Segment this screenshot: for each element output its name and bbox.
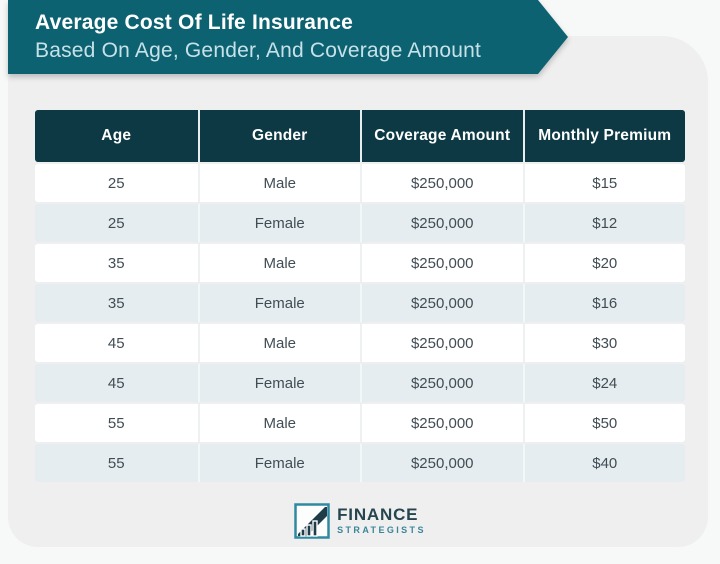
column-header: Gender [197, 110, 361, 162]
brand-name: FINANCE STRATEGISTS [337, 506, 426, 536]
table-cell: $20 [522, 244, 686, 282]
table-header-row: Age Gender Coverage Amount Monthly Premium [35, 110, 685, 162]
table-cell: Female [197, 204, 361, 242]
page-title: Average Cost Of Life Insurance [35, 11, 353, 34]
column-header: Coverage Amount [360, 110, 523, 162]
table-row: 25 Female $250,000 $12 [35, 204, 685, 242]
brand-line1: FINANCE [337, 505, 419, 524]
column-header: Age [101, 127, 132, 144]
table-cell: Male [197, 164, 361, 202]
brand-logo: FINANCE STRATEGISTS [0, 503, 720, 539]
table-cell: 45 [107, 334, 125, 352]
title-banner: Average Cost Of Life Insurance Based On … [8, 0, 568, 74]
table-cell: $50 [522, 404, 686, 442]
table-cell: 55 [107, 414, 125, 432]
table-cell: $40 [522, 444, 686, 482]
table-cell: 25 [107, 214, 125, 232]
table-cell: $250,000 [360, 324, 523, 362]
banner-arrow-shape: Average Cost Of Life Insurance Based On … [8, 0, 568, 74]
table-cell: 55 [107, 454, 125, 472]
table-cell: $250,000 [360, 404, 523, 442]
table-cell: $16 [522, 284, 686, 322]
table-cell: Female [197, 284, 361, 322]
premium-table: Age Gender Coverage Amount Monthly Premium … [35, 110, 685, 484]
table-cell: $250,000 [360, 444, 523, 482]
table-cell: 25 [107, 174, 125, 192]
finance-strategists-icon [294, 503, 330, 539]
table-row: 35 Female $250,000 $16 [35, 284, 685, 322]
table-cell: $250,000 [360, 244, 523, 282]
table-cell: $250,000 [360, 284, 523, 322]
table-cell: $15 [522, 164, 686, 202]
table-row: 35 Male $250,000 $20 [35, 244, 685, 282]
table-cell: $250,000 [360, 364, 523, 402]
brand-line2: STRATEGISTS [337, 525, 426, 535]
table-cell: $250,000 [360, 204, 523, 242]
table-cell: $250,000 [360, 164, 523, 202]
table-cell: $30 [522, 324, 686, 362]
page-subtitle: Based On Age, Gender, And Coverage Amoun… [35, 39, 482, 62]
table-cell: Male [197, 244, 361, 282]
table-cell: 45 [107, 374, 125, 392]
table-row: 25 Male $250,000 $15 [35, 164, 685, 202]
table-cell: 35 [107, 294, 125, 312]
column-header: Monthly Premium [522, 110, 686, 162]
table-cell: Female [197, 444, 361, 482]
table-cell: Male [197, 324, 361, 362]
table-row: 45 Male $250,000 $30 [35, 324, 685, 362]
table-body: 25 Male $250,000 $15 25 Female $250,000 $12 35 Ma… [35, 164, 685, 482]
table-cell: $24 [522, 364, 686, 402]
table-cell: $12 [522, 204, 686, 242]
table-row: 45 Female $250,000 $24 [35, 364, 685, 402]
table-cell: 35 [107, 254, 125, 272]
table-row: 55 Male $250,000 $50 [35, 404, 685, 442]
table-cell: Female [197, 364, 361, 402]
table-row: 55 Female $250,000 $40 [35, 444, 685, 482]
table-cell: Male [197, 404, 361, 442]
